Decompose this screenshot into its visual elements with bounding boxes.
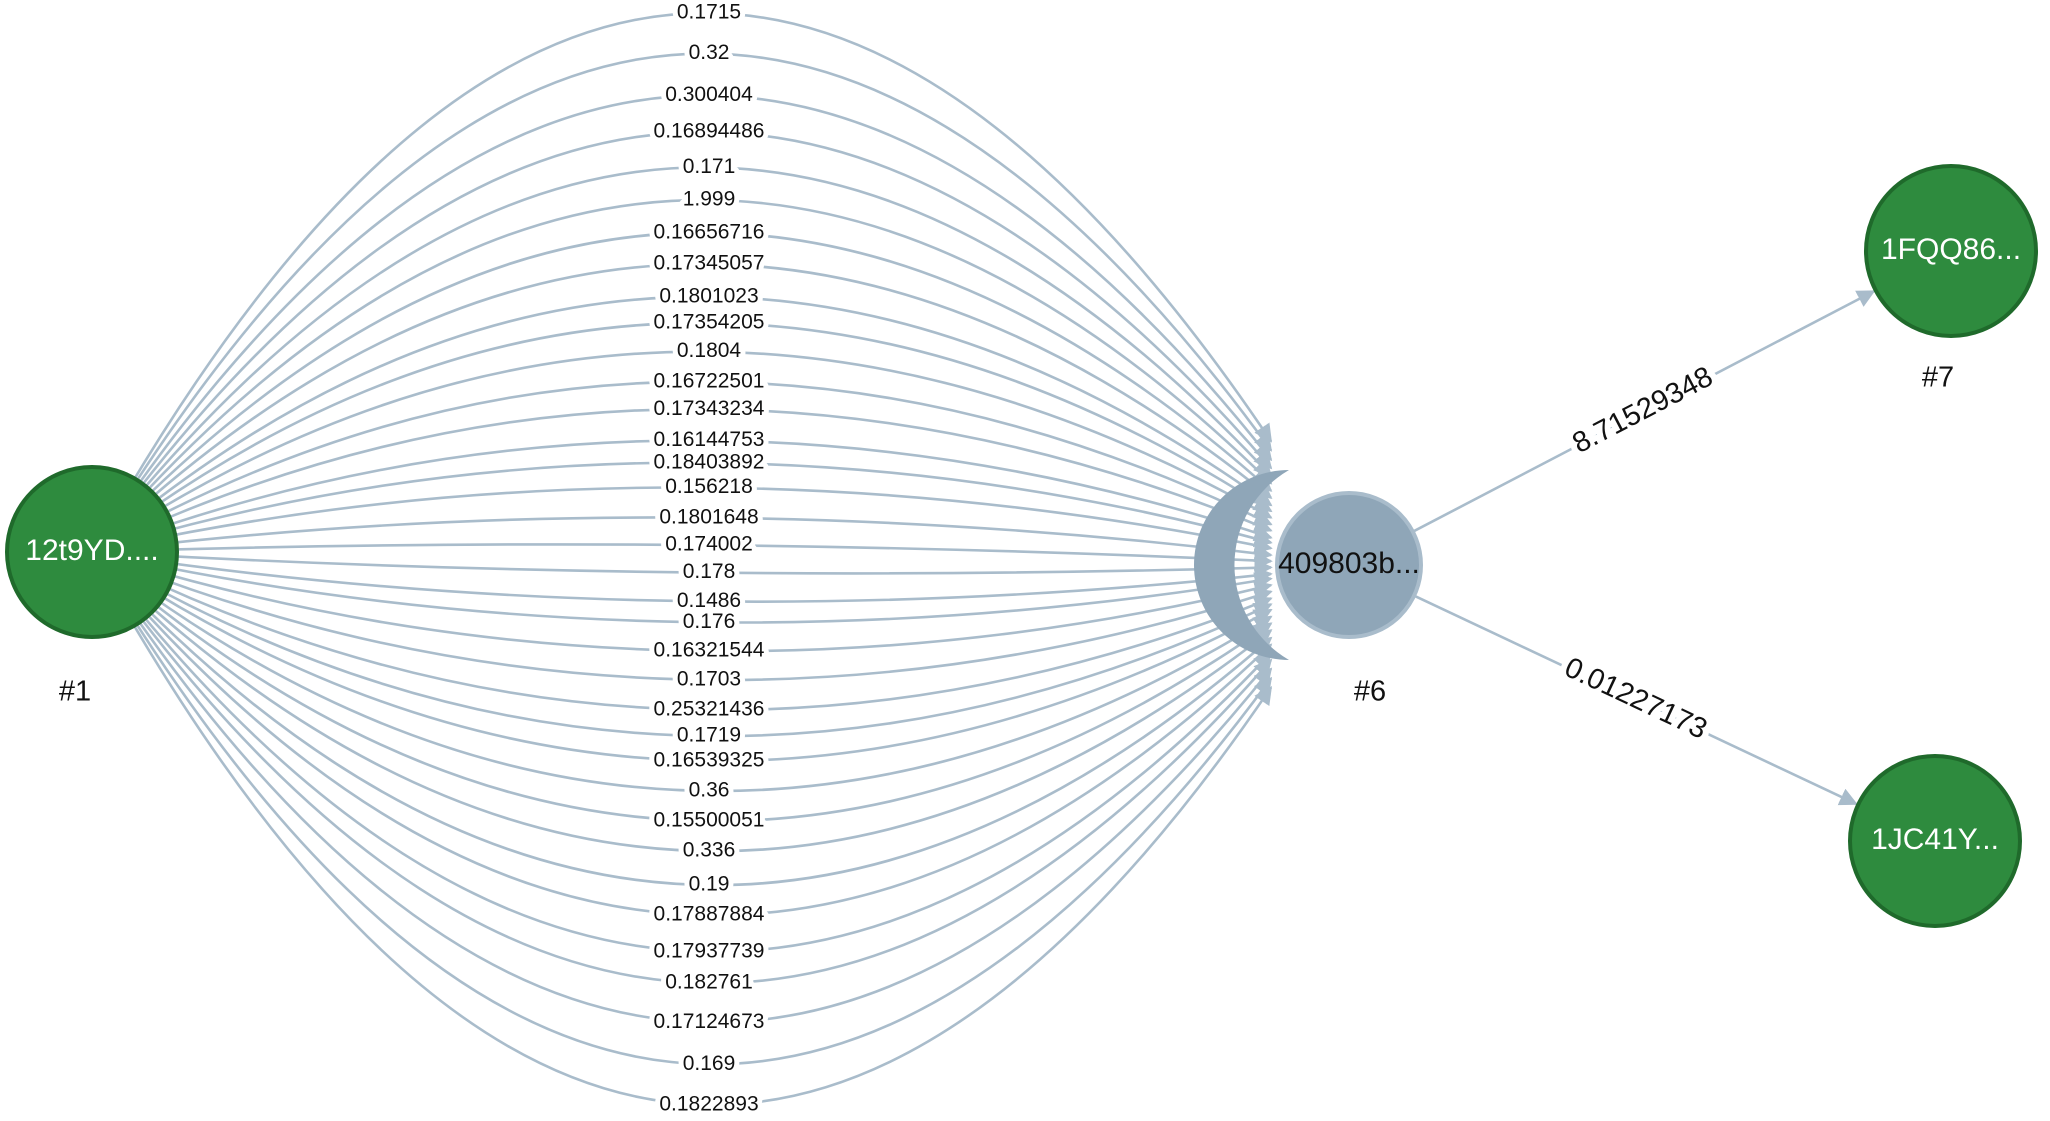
edge-label: 0.19 [689,873,730,896]
node-1[interactable]: 12t9YD.... [5,465,179,639]
edge-label: 0.169 [683,1052,736,1075]
node-id: #6 [1354,676,1386,708]
edge-label: 0.17343234 [654,397,765,420]
edge-1-to-6[interactable] [91,551,1273,823]
edge-1-to-6[interactable] [90,551,1273,1066]
edge-1-to-6[interactable] [91,551,1273,887]
edge-1-to-6[interactable] [90,551,1273,1024]
edge-1-to-6[interactable] [91,516,1273,563]
edge-label: 0.17887884 [654,903,765,926]
edge-1-to-6[interactable] [91,550,1273,738]
edge-label: 0.01227173 [1560,651,1712,745]
edge-label: 0.16144753 [654,428,765,451]
edge-1-to-6[interactable] [91,262,1273,553]
node-label: 409803b... [1278,547,1420,580]
edge-1-to-6[interactable] [91,550,1273,653]
edge-label: 0.156218 [665,475,753,498]
node-label: 12t9YD.... [25,534,158,567]
edge-1-to-6[interactable] [91,198,1273,553]
edge-label: 0.17124673 [654,1010,765,1033]
node-circle[interactable] [1864,164,2038,338]
edge-1-to-6[interactable] [90,166,1273,553]
edge-label: 0.336 [683,839,736,862]
edges-1-to-6: 0.1715 0.32 0.300404 0.16894486 0.171 1.999 0.… [90,0,1273,1120]
edge-label: 0.182761 [665,971,753,994]
edge-1-to-6[interactable] [90,551,1273,1106]
node-circle[interactable] [1848,754,2022,928]
edge-label: 1.999 [683,188,736,211]
edge-6-to-7[interactable] [1412,290,1876,533]
edge-label: 0.178 [683,560,736,583]
edge-label: 0.1804 [677,339,742,362]
edge-1-to-6[interactable] [90,52,1273,553]
edge-1-to-6[interactable] [91,543,1273,570]
node-circle[interactable] [5,465,179,639]
edge-label: 0.18403892 [654,450,765,473]
edge-1-to-6[interactable] [91,550,1273,577]
edge-label: 0.174002 [665,533,753,556]
edge-label: 0.25321436 [654,697,765,720]
edge-label: 0.176 [683,610,736,633]
outgoing-edges: 8.71529348 0.01227173 [1412,290,1876,806]
edge-label: 0.1486 [677,589,741,612]
edge-label: 0.1801023 [659,284,758,307]
edge-1-to-6[interactable] [91,550,1273,603]
edge-1-to-6[interactable] [91,231,1273,553]
edge-label: 0.16722501 [654,369,765,392]
edge-label: 8.71529348 [1567,361,1718,460]
edge-1-to-6[interactable] [91,461,1273,554]
node-8[interactable]: 1JC41Y... [1848,754,2022,928]
edge-label: 0.17937739 [654,939,765,962]
edge-label: 0.1715 [677,1,741,24]
edge-1-to-6[interactable] [90,130,1273,553]
node-id: #7 [1922,362,1954,394]
edge-label: 0.171 [683,155,736,178]
edge-1-to-6[interactable] [90,94,1273,553]
edge-1-to-6[interactable] [91,439,1273,554]
nodes: 12t9YD.... #1 409803b... #6 1FQQ86... #7 1JC41… [5,164,2038,928]
edge-1-to-6[interactable] [91,550,1273,793]
edge-label: 0.36 [689,779,730,802]
edge-label: 0.1822893 [659,1092,758,1115]
edge-label: 0.17345057 [654,252,765,275]
edge-1-to-6[interactable] [91,551,1273,853]
edge-label: 0.1719 [677,724,741,747]
edge-label: 0.16894486 [654,120,765,143]
edge-1-to-6[interactable] [90,551,1273,985]
edge-label: 0.300404 [665,83,753,106]
edge-1-to-6[interactable] [91,295,1273,553]
node-7[interactable]: 1FQQ86... [1864,164,2038,338]
edge-label: 0.16539325 [654,748,765,771]
node-6[interactable]: 409803b... [1275,491,1423,639]
edge-1-to-6[interactable] [91,550,1273,763]
edge-label: 0.15500051 [654,809,765,832]
edge-1-to-6[interactable] [91,550,1273,682]
edge-label: 0.1703 [677,667,741,690]
edge-1-to-6[interactable] [91,550,1273,624]
edge-6-to-8[interactable] [1413,594,1858,806]
edge-1-to-6[interactable] [91,551,1273,917]
arrowhead-cluster [1194,470,1289,660]
edge-label: 0.32 [689,41,730,64]
edge-1-to-6[interactable] [91,350,1273,554]
edge-label: 0.1801648 [659,505,758,528]
edge-1-to-6[interactable] [91,407,1273,554]
edge-1-to-6[interactable] [90,11,1273,553]
edge-1-to-6[interactable] [91,550,1273,712]
edge-1-to-6[interactable] [90,551,1273,954]
node-label: 1JC41Y... [1871,823,1999,856]
edge-label: 0.17354205 [654,310,765,333]
edge-1-to-6[interactable] [91,321,1273,554]
edge-1-to-6[interactable] [91,486,1273,554]
node-label: 1FQQ86... [1881,233,2021,266]
edge-label: 0.16656716 [654,220,765,243]
node-id: #1 [59,676,91,708]
edge-1-to-6[interactable] [91,380,1273,554]
edge-label: 0.16321544 [654,639,765,662]
node-circle[interactable] [1275,491,1423,639]
